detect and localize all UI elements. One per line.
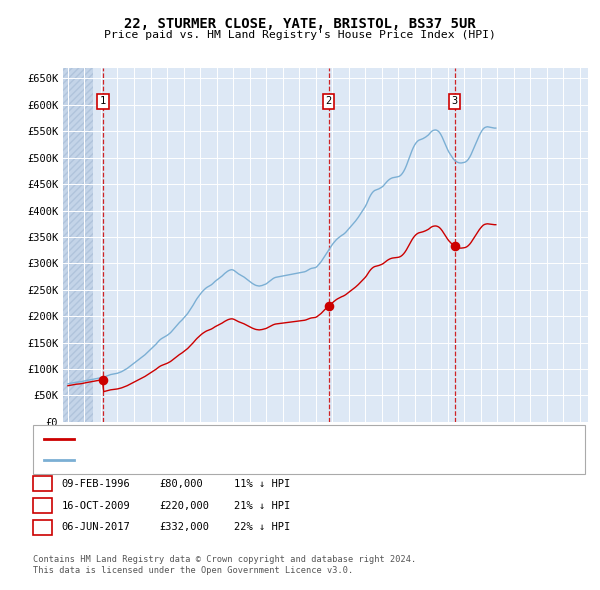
Text: 22, STURMER CLOSE, YATE, BRISTOL, BS37 5UR (detached house): 22, STURMER CLOSE, YATE, BRISTOL, BS37 5… (80, 434, 434, 444)
Text: £332,000: £332,000 (159, 523, 209, 532)
Text: 3: 3 (452, 97, 458, 106)
Text: 21% ↓ HPI: 21% ↓ HPI (234, 501, 290, 510)
Text: £80,000: £80,000 (159, 479, 203, 489)
Text: 1: 1 (40, 479, 46, 489)
Text: 06-JUN-2017: 06-JUN-2017 (62, 523, 131, 532)
Text: This data is licensed under the Open Government Licence v3.0.: This data is licensed under the Open Gov… (33, 566, 353, 575)
Point (450, 242, 460, 251)
Text: 11% ↓ HPI: 11% ↓ HPI (234, 479, 290, 489)
Text: 3: 3 (40, 523, 46, 532)
Text: 09-FEB-1996: 09-FEB-1996 (62, 479, 131, 489)
Text: 22% ↓ HPI: 22% ↓ HPI (234, 523, 290, 532)
Text: 22, STURMER CLOSE, YATE, BRISTOL, BS37 5UR: 22, STURMER CLOSE, YATE, BRISTOL, BS37 5… (124, 17, 476, 31)
Text: 2: 2 (326, 97, 332, 106)
Point (98, 375, 108, 384)
Text: Price paid vs. HM Land Registry's House Price Index (HPI): Price paid vs. HM Land Registry's House … (104, 30, 496, 40)
Bar (63, 68, 93, 422)
Text: 16-OCT-2009: 16-OCT-2009 (62, 501, 131, 510)
Text: HPI: Average price, detached house, South Gloucestershire: HPI: Average price, detached house, Sout… (80, 455, 422, 466)
Text: 1: 1 (100, 97, 106, 106)
Text: Contains HM Land Registry data © Crown copyright and database right 2024.: Contains HM Land Registry data © Crown c… (33, 555, 416, 563)
Text: £220,000: £220,000 (159, 501, 209, 510)
Text: 2: 2 (40, 501, 46, 510)
Point (324, 301, 334, 310)
